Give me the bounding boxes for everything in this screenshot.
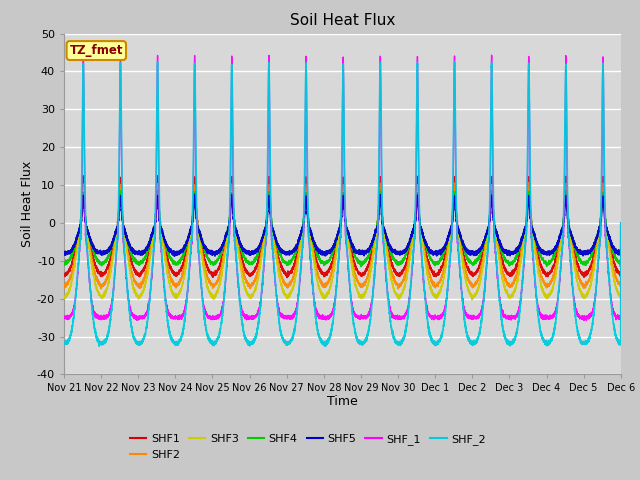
X-axis label: Time: Time (327, 395, 358, 408)
Legend: SHF1, SHF2, SHF3, SHF4, SHF5, SHF_1, SHF_2: SHF1, SHF2, SHF3, SHF4, SHF5, SHF_1, SHF… (125, 430, 490, 464)
Y-axis label: Soil Heat Flux: Soil Heat Flux (21, 161, 34, 247)
Title: Soil Heat Flux: Soil Heat Flux (290, 13, 395, 28)
Text: TZ_fmet: TZ_fmet (70, 44, 123, 57)
